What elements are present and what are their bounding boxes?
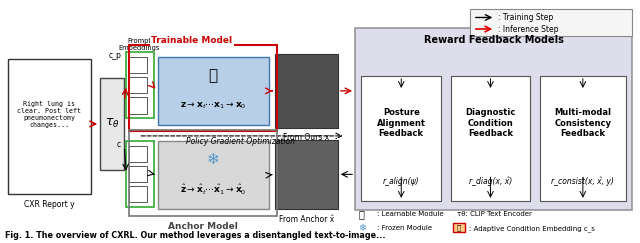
Text: $\hat{\mathbf{z}} \rightarrow \hat{\mathbf{x}}_t \cdots \hat{\mathbf{x}}_1 \righ: $\hat{\mathbf{z}} \rightarrow \hat{\math…: [180, 183, 246, 197]
Text: Trainable Model: Trainable Model: [151, 36, 232, 45]
Text: τθ: CLIP Text Encoder: τθ: CLIP Text Encoder: [457, 211, 532, 217]
Text: c: c: [117, 140, 121, 149]
FancyBboxPatch shape: [129, 166, 147, 182]
FancyBboxPatch shape: [275, 54, 338, 128]
Text: $\mathbf{z} \rightarrow \mathbf{x}_t \cdots \mathbf{x}_1 \rightarrow \mathbf{x}_: $\mathbf{z} \rightarrow \mathbf{x}_t \cd…: [180, 101, 246, 111]
Text: 🔥: 🔥: [209, 68, 218, 83]
FancyBboxPatch shape: [157, 141, 269, 209]
FancyBboxPatch shape: [129, 57, 147, 73]
Text: $\tau_\theta$: $\tau_\theta$: [105, 117, 120, 130]
Text: CXR Report y: CXR Report y: [24, 200, 74, 209]
Text: From Anchor x̂: From Anchor x̂: [279, 215, 334, 224]
Text: Posture
Alignment
Feedback: Posture Alignment Feedback: [377, 108, 426, 138]
Text: Fig. 1. The overview of CXRL. Our method leverages a disentangled text-to-image.: Fig. 1. The overview of CXRL. Our method…: [4, 231, 385, 240]
FancyBboxPatch shape: [540, 76, 626, 201]
FancyBboxPatch shape: [129, 186, 147, 202]
Text: r_consist(x, x̂, y): r_consist(x, x̂, y): [552, 177, 614, 186]
Text: Policy Gradient Optimization: Policy Gradient Optimization: [186, 137, 295, 146]
Text: Prompt
Embeddings: Prompt Embeddings: [118, 38, 160, 51]
Text: : Training Step: : Training Step: [499, 13, 554, 22]
Text: r_align(ψ): r_align(ψ): [383, 177, 420, 186]
FancyBboxPatch shape: [451, 76, 531, 201]
FancyBboxPatch shape: [470, 9, 632, 36]
Text: : Adaptive Condition Embedding c_s: : Adaptive Condition Embedding c_s: [469, 225, 595, 232]
Text: : Frozen Module: : Frozen Module: [378, 226, 433, 231]
FancyBboxPatch shape: [362, 76, 441, 201]
FancyBboxPatch shape: [129, 77, 147, 93]
Text: r_diag(x, x̂): r_diag(x, x̂): [469, 177, 512, 186]
Text: : Learnable Module: : Learnable Module: [378, 211, 444, 217]
Text: From Ours x: From Ours x: [284, 133, 330, 142]
Text: Reward Feedback Models: Reward Feedback Models: [424, 35, 564, 45]
Text: c_p: c_p: [108, 51, 121, 60]
FancyBboxPatch shape: [129, 146, 147, 162]
Text: : Inference Step: : Inference Step: [499, 25, 559, 34]
FancyBboxPatch shape: [355, 28, 632, 210]
Text: Anchor Model: Anchor Model: [168, 222, 238, 231]
FancyBboxPatch shape: [100, 78, 124, 170]
FancyBboxPatch shape: [452, 223, 465, 232]
Text: ❄: ❄: [358, 223, 366, 233]
FancyBboxPatch shape: [8, 59, 91, 194]
FancyBboxPatch shape: [157, 57, 269, 125]
Text: Multi-modal
Consistency
Feedback: Multi-modal Consistency Feedback: [554, 108, 611, 138]
Text: Diagnostic
Condition
Feedback: Diagnostic Condition Feedback: [465, 108, 516, 138]
Text: Right lung is
clear. Post left
pneumonectomy
changes...: Right lung is clear. Post left pneumonec…: [17, 101, 81, 128]
Text: 🔥: 🔥: [358, 209, 364, 219]
FancyBboxPatch shape: [275, 139, 338, 209]
FancyBboxPatch shape: [129, 97, 147, 113]
Text: 🔥: 🔥: [457, 224, 461, 231]
Text: ❄: ❄: [207, 152, 220, 167]
